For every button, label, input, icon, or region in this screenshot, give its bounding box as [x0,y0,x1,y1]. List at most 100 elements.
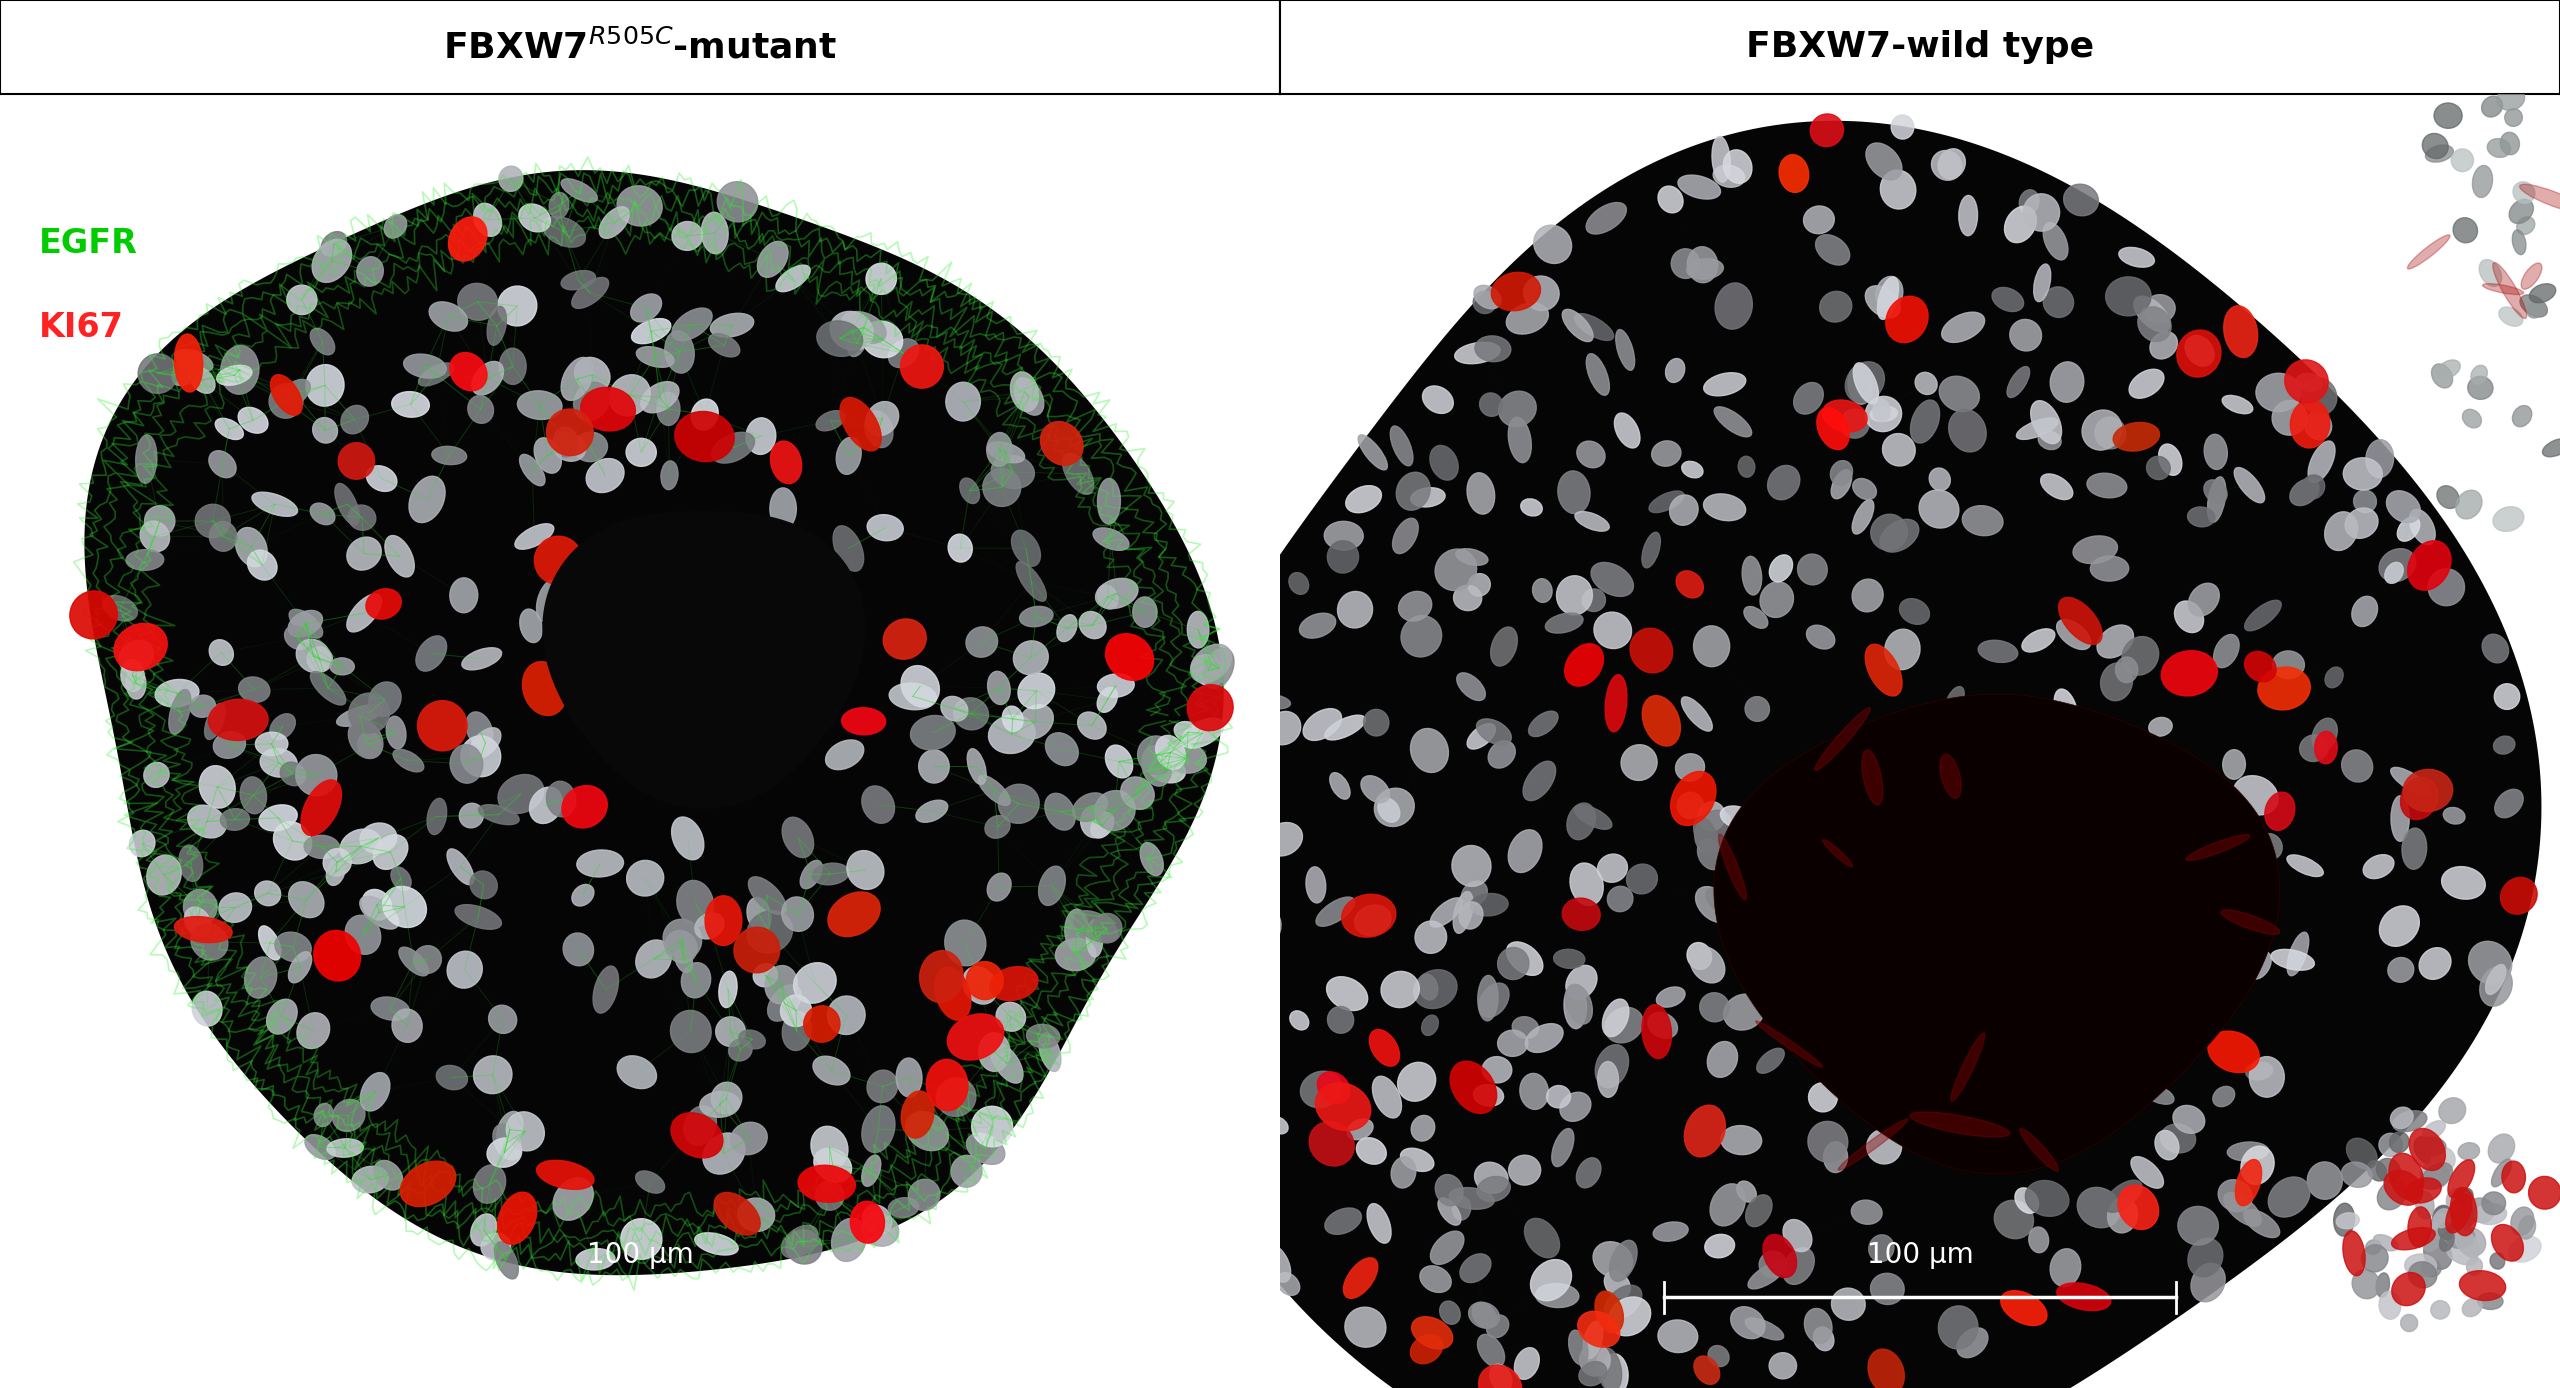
Ellipse shape [2266,793,2294,830]
Ellipse shape [381,887,428,927]
Ellipse shape [576,849,625,877]
Ellipse shape [458,283,497,321]
Ellipse shape [205,704,225,740]
Ellipse shape [553,1178,594,1220]
Ellipse shape [1830,471,1851,498]
Ellipse shape [863,1155,881,1187]
Ellipse shape [1216,788,1236,806]
Ellipse shape [1574,805,1613,829]
Ellipse shape [287,285,317,315]
Ellipse shape [340,405,369,434]
Ellipse shape [781,995,812,1027]
Ellipse shape [1377,798,1400,822]
Ellipse shape [348,693,389,733]
Ellipse shape [2427,569,2465,605]
Ellipse shape [1577,1312,1620,1348]
Ellipse shape [330,658,353,675]
Ellipse shape [200,766,236,808]
Ellipse shape [435,1066,468,1090]
Ellipse shape [1610,1241,1636,1281]
Ellipse shape [1085,920,1103,958]
Ellipse shape [399,947,428,976]
Ellipse shape [2422,1163,2452,1190]
Ellipse shape [2074,536,2117,564]
Ellipse shape [1324,715,1364,740]
Ellipse shape [274,822,312,861]
Ellipse shape [1014,641,1047,675]
Ellipse shape [1695,626,1731,666]
Ellipse shape [2051,362,2084,403]
Ellipse shape [684,1106,717,1145]
Ellipse shape [120,659,143,691]
Ellipse shape [1016,705,1052,738]
Ellipse shape [1603,999,1628,1037]
Ellipse shape [576,1249,614,1270]
Ellipse shape [1705,373,1746,396]
Ellipse shape [1475,286,1500,308]
Ellipse shape [1044,733,1078,766]
Ellipse shape [2102,663,2132,701]
Ellipse shape [256,733,287,755]
Ellipse shape [335,483,358,525]
Ellipse shape [561,357,594,400]
Ellipse shape [1073,911,1119,942]
Ellipse shape [640,382,678,412]
Ellipse shape [988,441,1024,462]
Ellipse shape [535,536,581,584]
Ellipse shape [1480,393,1503,416]
Ellipse shape [323,848,351,876]
Ellipse shape [1592,1242,1633,1277]
Ellipse shape [1802,205,1836,233]
Ellipse shape [1615,414,1641,448]
Ellipse shape [189,695,215,718]
Ellipse shape [2189,1238,2222,1277]
Ellipse shape [1677,570,1702,598]
Ellipse shape [814,1148,852,1183]
Ellipse shape [758,242,788,278]
Ellipse shape [1672,772,1715,826]
Ellipse shape [561,786,607,827]
Ellipse shape [896,1058,922,1097]
Ellipse shape [346,915,381,955]
Ellipse shape [2191,1263,2225,1302]
Ellipse shape [586,458,625,493]
Ellipse shape [348,719,384,758]
Ellipse shape [909,1180,940,1210]
Ellipse shape [2401,829,2427,869]
Ellipse shape [1288,572,1308,594]
Ellipse shape [1201,991,1231,1024]
Ellipse shape [2189,507,2214,527]
Ellipse shape [2348,1138,2378,1169]
Ellipse shape [2092,557,2130,582]
Ellipse shape [1848,365,1871,404]
Ellipse shape [1567,984,1592,1024]
Ellipse shape [1743,607,1769,629]
Ellipse shape [1188,684,1234,730]
Ellipse shape [174,916,233,942]
Ellipse shape [1866,1130,1902,1165]
Ellipse shape [2173,601,2204,633]
Ellipse shape [1367,1203,1390,1244]
Ellipse shape [1326,1208,1362,1234]
Ellipse shape [1364,709,1390,736]
Ellipse shape [2335,1203,2355,1237]
Ellipse shape [1682,461,1702,477]
Ellipse shape [2296,373,2322,391]
Ellipse shape [2406,541,2450,590]
Ellipse shape [1395,472,1431,511]
Ellipse shape [952,698,988,730]
Ellipse shape [1823,400,1866,432]
Ellipse shape [530,787,563,823]
Ellipse shape [538,580,561,622]
Ellipse shape [1431,1231,1464,1264]
Ellipse shape [2432,1206,2452,1224]
Ellipse shape [1562,898,1600,930]
Ellipse shape [1815,235,1851,265]
Ellipse shape [2115,657,2138,683]
Ellipse shape [1915,372,1938,394]
Ellipse shape [2432,1301,2450,1319]
Ellipse shape [827,997,865,1034]
Ellipse shape [1175,988,1219,1037]
Ellipse shape [2437,359,2460,379]
Ellipse shape [2511,230,2527,254]
